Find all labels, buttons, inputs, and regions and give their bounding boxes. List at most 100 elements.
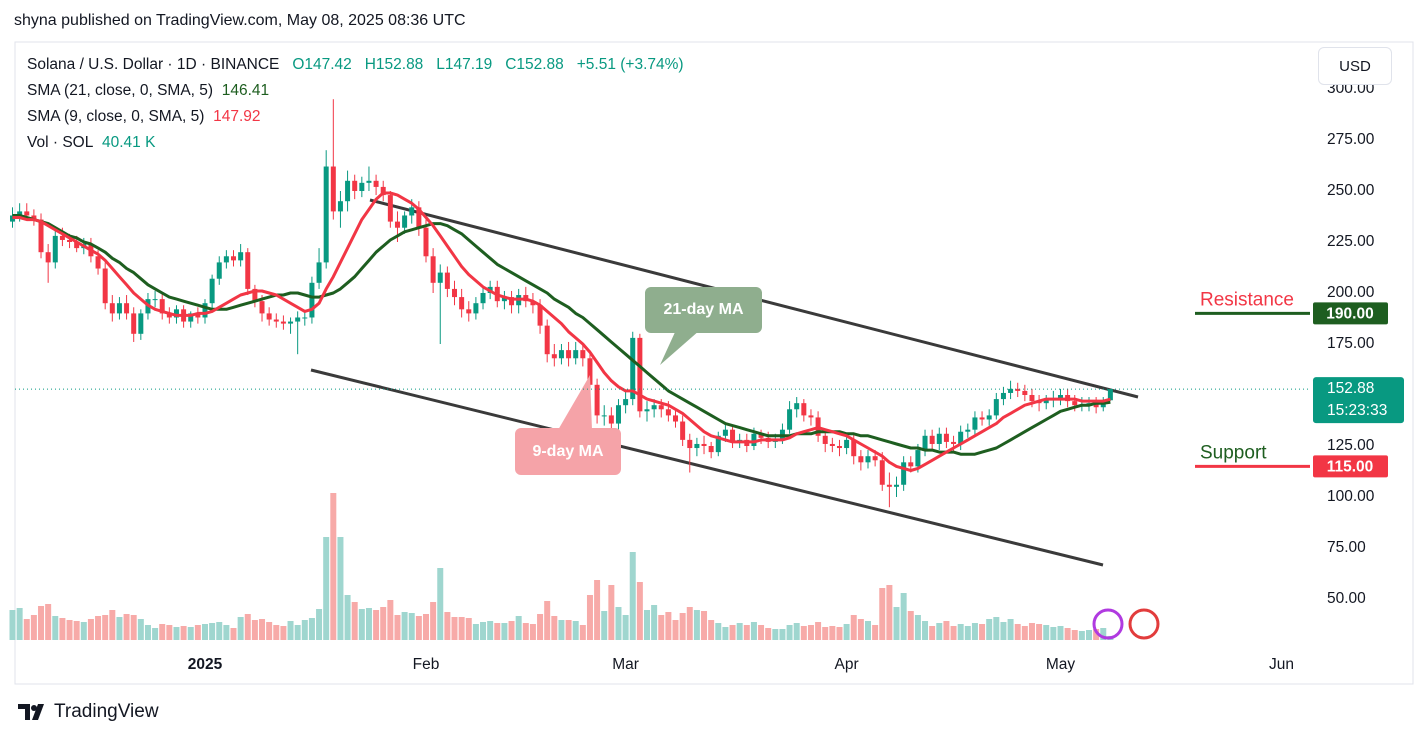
candle-body [416,207,422,228]
candle-body [195,313,201,318]
level-name: Support [1200,442,1267,463]
candle-body [202,303,208,318]
candle-body [352,180,358,191]
candle-body [979,417,985,420]
candle-body [288,321,294,324]
candle-body [295,317,301,322]
sma-line [12,214,1111,456]
volume-bar [209,623,216,640]
candle-body [722,429,728,436]
volume-bar [237,617,244,640]
volume-bar [615,607,622,640]
candle-body [323,166,329,263]
candle-body [252,288,258,302]
volume-bar [95,616,102,640]
volume-bar [715,623,722,640]
candle-body [587,358,593,385]
candle-body [245,252,251,289]
volume-bar [316,609,323,640]
candle-body [829,443,835,446]
volume-bar [201,624,208,640]
candle-body [402,215,408,228]
candle-body [95,256,101,269]
volume-bar [344,595,351,640]
candle-body [943,433,949,442]
volume-bar [358,609,365,640]
candle-body [337,201,343,212]
candle-body [259,301,265,314]
candle-body [387,195,393,222]
candle-body [544,325,550,355]
volume-bar [287,621,294,640]
volume-bar [251,620,258,640]
volume-bar [815,622,822,640]
volume-bar [465,618,472,640]
volume-bar [758,625,765,640]
candle-body [836,446,842,449]
currency-button[interactable]: USD [1318,47,1392,85]
volume-bar [850,615,857,640]
candle-body [644,409,650,412]
candle-body [231,256,237,261]
countdown: 15:23:33 [1327,402,1387,419]
candle-body [665,409,671,416]
y-tick-label: 50.00 [1327,590,1366,607]
volume-bar [986,619,993,640]
volume-bar [9,610,16,640]
volume-bar [693,610,700,640]
volume-bar [480,622,487,640]
levels: 152.88 15:23:33 Resistance 190.00 Support 115… [15,289,1404,478]
candle-body [630,337,636,400]
candle-body [380,186,386,196]
candle-body [459,297,465,310]
brand: TradingView [18,701,159,723]
candle-body [623,399,629,406]
volume-bar [586,595,593,640]
volume-bar [280,626,287,640]
level-box [1313,455,1388,478]
candle-body [972,417,978,430]
candle-body [330,166,336,212]
volume-bar [537,614,544,640]
candle-body [366,180,372,183]
volume-bar [430,602,437,640]
volume-bar [415,616,422,640]
candle-body [1000,392,1006,400]
level-label: 190.00 [1326,305,1373,322]
volume-bar [1000,622,1007,640]
candle-body [808,415,814,418]
volume-bar [472,624,479,640]
candle-body [1015,388,1021,391]
candle-body [822,435,828,444]
candle-body [787,409,793,430]
volume-bar [565,620,572,640]
volume-bar [180,626,187,640]
candle-body [673,415,679,422]
candle-body [430,256,436,283]
volume-bar [743,625,750,640]
volume-bar [487,621,494,640]
volume-bar [52,616,59,640]
volume-bar [857,619,864,640]
volume-bar [401,612,408,640]
candle-body [116,303,122,314]
volume-bar [123,614,130,640]
candle-body [316,262,322,283]
candle-body [658,405,664,410]
volume-bar [365,608,372,640]
candle-body [844,439,850,449]
byline: shyna published on TradingView.com, May … [14,12,466,29]
volume-bar [1057,626,1064,640]
volume-bars [9,493,1114,640]
volume-bar [422,614,429,640]
volume-bar [843,624,850,640]
candle-body [437,272,443,283]
candle-body [915,450,921,467]
candle-body [238,252,244,261]
volume-bar [686,607,693,640]
volume-bar [1071,630,1078,640]
volume-bar [643,610,650,640]
volume-bar [515,616,522,640]
volume-bar [38,606,45,640]
